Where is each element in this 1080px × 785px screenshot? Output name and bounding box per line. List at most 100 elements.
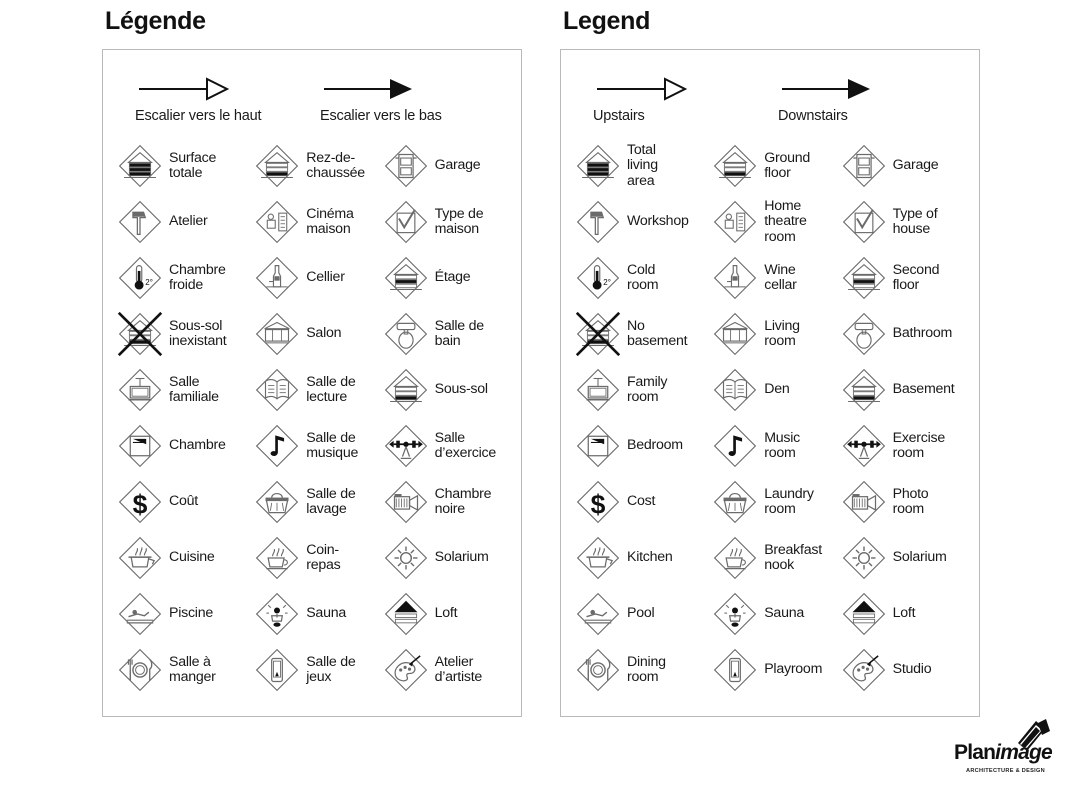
- legend-item[interactable]: Chambre noire: [383, 479, 511, 525]
- legend-item[interactable]: Second floor: [841, 255, 969, 301]
- legend-item[interactable]: Cuisine: [117, 535, 254, 581]
- legend-item[interactable]: Cellier: [254, 255, 382, 301]
- legend-item[interactable]: Exercise room: [841, 423, 969, 469]
- legend-item-label: Photo room: [892, 485, 929, 517]
- legend-item[interactable]: Living room: [712, 311, 840, 357]
- legend-item[interactable]: Loft: [383, 591, 511, 637]
- legend-item[interactable]: Sous-sol: [383, 367, 511, 413]
- legend-item[interactable]: Étage: [383, 255, 511, 301]
- legend-item[interactable]: Salle de musique: [254, 423, 382, 469]
- cold-room-thermometer-icon: 2°: [117, 255, 163, 301]
- legend-item[interactable]: Salle à manger: [117, 647, 254, 693]
- legend-item-label: Cold room: [627, 261, 659, 293]
- legend-item[interactable]: Piscine: [117, 591, 254, 637]
- legend-item[interactable]: Pool: [575, 591, 712, 637]
- legend-item[interactable]: Salle familiale: [117, 367, 254, 413]
- legend-item[interactable]: 2° Cold room: [575, 255, 712, 301]
- legend-item[interactable]: Garage: [383, 143, 511, 189]
- legend-item[interactable]: Rez-de-chaussée: [254, 143, 382, 189]
- legend-item[interactable]: Salle d’exercice: [383, 423, 511, 469]
- legend-item[interactable]: Home theatre room: [712, 198, 840, 246]
- legend-item[interactable]: Studio: [841, 647, 969, 693]
- stairs-item: Escalier vers le haut: [135, 74, 320, 124]
- legend-row: Sous-sol inexistant Salon Salle de bain: [117, 306, 511, 362]
- stairs-row: Escalier vers le haut Escalier vers le ba…: [135, 74, 511, 124]
- legend-item[interactable]: Salon: [254, 311, 382, 357]
- legend-item[interactable]: Workshop: [575, 199, 712, 245]
- legend-item[interactable]: Garage: [841, 143, 969, 189]
- ground-floor-icon: [254, 143, 300, 189]
- legend-item[interactable]: Salle de lecture: [254, 367, 382, 413]
- legend-item[interactable]: Total living area: [575, 141, 712, 190]
- panel-box: Upstairs Downstairs Total living area Ground f…: [560, 49, 980, 717]
- workshop-hammer-icon: [575, 199, 621, 245]
- legend-row: Cuisine Coin-repas Solarium: [117, 530, 511, 586]
- loft-icon: [841, 591, 887, 637]
- legend-item-label: Garage: [892, 157, 939, 174]
- sauna-icon: [712, 591, 758, 637]
- legend-item[interactable]: Wine cellar: [712, 255, 840, 301]
- panel-box: Escalier vers le haut Escalier vers le ba…: [102, 49, 522, 717]
- legend-item[interactable]: Atelier: [117, 199, 254, 245]
- legend-item[interactable]: Music room: [712, 423, 840, 469]
- legend-item[interactable]: Type of house: [841, 199, 969, 245]
- legend-item-label: Total living area: [627, 141, 658, 189]
- legend-item[interactable]: $ Cost: [575, 479, 712, 525]
- legend-item[interactable]: Sauna: [712, 591, 840, 637]
- legend-item[interactable]: Family room: [575, 367, 712, 413]
- loft-icon: [383, 591, 429, 637]
- legend-item-label: Bedroom: [627, 437, 683, 454]
- legend-item[interactable]: 2° Chambre froide: [117, 255, 254, 301]
- legend-item-label: Atelier d’artiste: [434, 653, 483, 685]
- legend-item[interactable]: Sous-sol inexistant: [117, 311, 254, 357]
- legend-item[interactable]: Ground floor: [712, 143, 840, 189]
- legend-item[interactable]: Den: [712, 367, 840, 413]
- legend-item-label: Cuisine: [169, 549, 215, 566]
- studio-palette-icon: [383, 647, 429, 693]
- ground-floor-icon: [712, 143, 758, 189]
- legend-item[interactable]: Bathroom: [841, 311, 969, 357]
- legend-row: No basement Living room Bathroom: [575, 306, 969, 362]
- logo-word-image: image: [995, 741, 1052, 764]
- legend-item[interactable]: Salle de lavage: [254, 479, 382, 525]
- legend-item[interactable]: Solarium: [841, 535, 969, 581]
- legend-item-label: Type de maison: [434, 205, 484, 237]
- legend-item[interactable]: Solarium: [383, 535, 511, 581]
- legend-item-label: Étage: [434, 269, 471, 286]
- legend-item-label: Cost: [627, 493, 656, 510]
- legend-item-label: Solarium: [892, 549, 947, 566]
- legend-item-label: Family room: [627, 373, 668, 405]
- basement-icon: [841, 367, 887, 413]
- legend-item[interactable]: Type de maison: [383, 199, 511, 245]
- legend-item[interactable]: No basement: [575, 311, 712, 357]
- legend-item-label: Den: [764, 381, 790, 398]
- legend-item[interactable]: $ Coût: [117, 479, 254, 525]
- svg-text:2°: 2°: [145, 278, 153, 287]
- legend-item-label: Kitchen: [627, 549, 673, 566]
- legend-item[interactable]: Photo room: [841, 479, 969, 525]
- legend-item[interactable]: Bedroom: [575, 423, 712, 469]
- legend-item-label: Chambre froide: [169, 261, 226, 293]
- legend-item[interactable]: Cinéma maison: [254, 199, 382, 245]
- legend-item-label: Salon: [306, 325, 342, 342]
- cost-dollar-icon: $: [117, 479, 163, 525]
- legend-item[interactable]: Kitchen: [575, 535, 712, 581]
- legend-item[interactable]: Coin-repas: [254, 535, 382, 581]
- basement-icon: [383, 367, 429, 413]
- legend-row: Kitchen Breakfast nook Solarium: [575, 530, 969, 586]
- legend-item[interactable]: Dining room: [575, 647, 712, 693]
- legend-item[interactable]: Playroom: [712, 647, 840, 693]
- legend-item[interactable]: Salle de bain: [383, 311, 511, 357]
- legend-item[interactable]: Breakfast nook: [712, 535, 840, 581]
- arrow-outline-right-icon: [135, 74, 320, 108]
- legend-item[interactable]: Loft: [841, 591, 969, 637]
- legend-item[interactable]: Basement: [841, 367, 969, 413]
- legend-item[interactable]: Surface totale: [117, 143, 254, 189]
- legend-item[interactable]: Sauna: [254, 591, 382, 637]
- legend-item-label: Cinéma maison: [306, 205, 354, 237]
- breakfast-nook-cup-icon: [712, 535, 758, 581]
- legend-item[interactable]: Chambre: [117, 423, 254, 469]
- legend-item[interactable]: Salle de jeux: [254, 647, 382, 693]
- legend-item[interactable]: Atelier d’artiste: [383, 647, 511, 693]
- legend-item[interactable]: Laundry room: [712, 479, 840, 525]
